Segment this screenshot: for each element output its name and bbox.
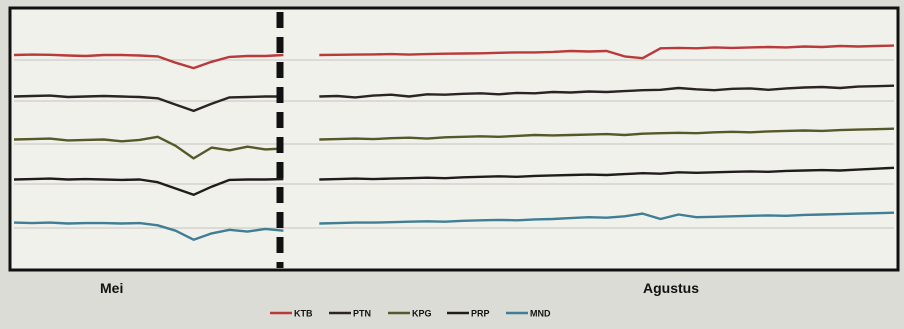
series-line-prp [13,166,895,196]
x-label-agustus: Agustus [643,280,699,296]
legend-label-prp: PRP [471,309,490,319]
legend-label-ptn: PTN [353,309,371,319]
x-axis-labels: Mei Agustus [100,280,699,296]
x-label-mei: Mei [100,280,123,296]
legend-label-kpg: KPG [412,309,432,319]
series-line-mnd [13,211,895,241]
series-baselines [14,59,894,229]
series-lines [13,44,895,241]
series-line-kpg [13,127,895,160]
legend-label-mnd: MND [530,309,551,319]
legend: KTB PTN KPG PRP MND [270,309,551,319]
legend-label-ktb: KTB [294,309,313,319]
series-line-ptn [13,84,895,113]
series-line-ktb [13,44,895,70]
